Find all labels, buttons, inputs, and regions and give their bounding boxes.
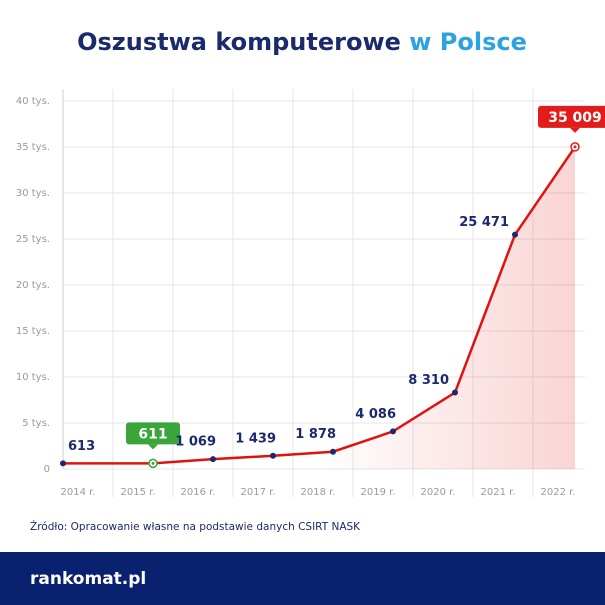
chart-title: Oszustwa komputerowe w Polsce bbox=[77, 28, 527, 56]
value-label: 25 471 bbox=[459, 215, 509, 230]
x-tick-label: 2017 r. bbox=[241, 487, 276, 498]
marker bbox=[210, 456, 216, 463]
y-tick-label: 0 bbox=[44, 464, 50, 475]
y-tick-label: 25 tys. bbox=[16, 234, 50, 245]
x-tick-label: 2019 r. bbox=[361, 487, 396, 498]
value-label: 1 439 bbox=[235, 431, 276, 446]
x-tick-label: 2018 r. bbox=[301, 487, 336, 498]
y-tick-label: 20 tys. bbox=[16, 280, 50, 291]
marker bbox=[330, 448, 336, 455]
value-label: 613 bbox=[68, 439, 95, 454]
value-badge bbox=[538, 105, 605, 128]
value-label: 1 878 bbox=[295, 427, 336, 442]
area bbox=[63, 146, 575, 469]
y-tick-label: 35 tys. bbox=[16, 142, 50, 153]
y-tick-label: 30 tys. bbox=[16, 188, 50, 199]
x-tick-label: 2020 r. bbox=[421, 487, 456, 498]
x-tick-label: 2014 r. bbox=[61, 487, 96, 498]
marker bbox=[60, 460, 66, 467]
marker bbox=[512, 231, 518, 238]
footer-bar bbox=[0, 552, 605, 605]
title-highlight: w Polsce bbox=[409, 28, 527, 56]
value-label: 4 086 bbox=[355, 407, 396, 422]
badge-pointer bbox=[570, 127, 580, 133]
value-badge bbox=[126, 422, 180, 445]
x-tick-label: 2022 r. bbox=[541, 487, 576, 498]
marker bbox=[270, 452, 276, 459]
value-label: 35 009 bbox=[548, 110, 602, 126]
badge-pointer bbox=[148, 444, 158, 450]
value-label: 8 310 bbox=[408, 373, 449, 388]
brand-logo: rankomat.pl bbox=[30, 569, 146, 589]
y-tick-label: 40 tys. bbox=[16, 96, 50, 107]
marker bbox=[452, 389, 458, 396]
plot-area: 0 5 tys. 10 tys. 15 tys. 20 tys. 25 tys. 30 ty… bbox=[16, 89, 605, 498]
x-tick-label: 2016 r. bbox=[181, 487, 216, 498]
source-note: Źródło: Opracowanie własne na podstawie … bbox=[30, 520, 361, 533]
highlight-marker-dot bbox=[151, 461, 155, 465]
x-tick-label: 2015 r. bbox=[121, 487, 156, 498]
marker bbox=[390, 428, 396, 435]
y-tick-label: 10 tys. bbox=[16, 372, 50, 383]
y-tick-label: 5 tys. bbox=[22, 418, 50, 429]
title-main: Oszustwa komputerowe bbox=[77, 28, 401, 56]
value-label: 611 bbox=[138, 426, 167, 442]
value-label: 1 069 bbox=[175, 435, 216, 450]
highlight-marker-dot bbox=[573, 145, 577, 149]
y-tick-label: 15 tys. bbox=[16, 326, 50, 337]
x-tick-label: 2021 r. bbox=[481, 487, 516, 498]
